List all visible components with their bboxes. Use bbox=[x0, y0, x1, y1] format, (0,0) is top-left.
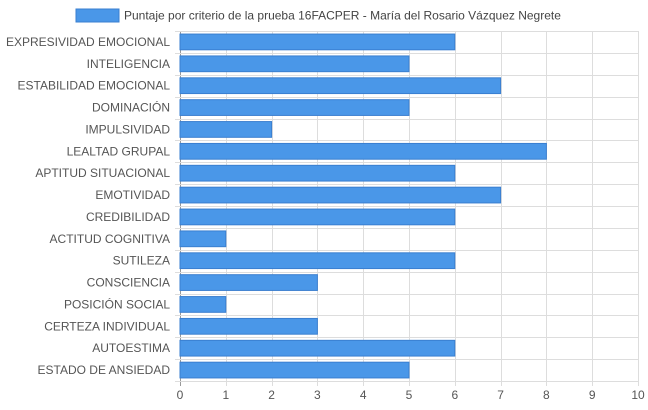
bars-layer bbox=[179, 33, 547, 379]
x-tick-label: 5 bbox=[406, 388, 413, 402]
category-label: AUTOESTIMA bbox=[92, 341, 170, 355]
x-tick-label: 4 bbox=[360, 388, 367, 402]
x-tick-label: 7 bbox=[497, 388, 504, 402]
category-label: CERTEZA INDIVIDUAL bbox=[44, 319, 170, 333]
category-label: DOMINACIÓN bbox=[92, 100, 170, 115]
x-tick-label: 3 bbox=[314, 388, 321, 402]
category-label: INTELIGENCIA bbox=[87, 57, 170, 71]
category-label: EMOTIVIDAD bbox=[95, 188, 170, 202]
bar[interactable] bbox=[179, 252, 456, 270]
category-labels: EXPRESIVIDAD EMOCIONAL INTELIGENCIA ESTABI… bbox=[6, 35, 170, 377]
x-tick-label: 6 bbox=[451, 388, 458, 402]
x-tick-label: 0 bbox=[177, 388, 184, 402]
category-label: ESTABILIDAD EMOCIONAL bbox=[18, 79, 171, 93]
legend-swatch[interactable] bbox=[75, 8, 120, 23]
bar[interactable] bbox=[179, 274, 318, 291]
bar[interactable] bbox=[179, 77, 502, 95]
bar[interactable] bbox=[179, 121, 273, 138]
category-label: ACTITUD COGNITIVA bbox=[50, 232, 170, 246]
bar[interactable] bbox=[179, 142, 547, 160]
bar[interactable] bbox=[179, 186, 502, 204]
bar[interactable] bbox=[179, 230, 227, 248]
category-label: CREDIBILIDAD bbox=[86, 210, 170, 224]
category-label: CONSCIENCIA bbox=[87, 276, 170, 290]
bar[interactable] bbox=[179, 361, 410, 379]
bar[interactable] bbox=[179, 55, 410, 73]
x-tick-label: 10 bbox=[631, 388, 645, 402]
bar[interactable] bbox=[179, 339, 456, 357]
category-label: IMPULSIVIDAD bbox=[85, 122, 170, 136]
category-label: SUTILEZA bbox=[113, 254, 170, 268]
category-label: APTITUD SITUACIONAL bbox=[35, 166, 170, 180]
category-label: ESTADO DE ANSIEDAD bbox=[38, 363, 171, 377]
bar[interactable] bbox=[179, 99, 410, 116]
bar[interactable] bbox=[179, 317, 318, 335]
x-tick-label: 9 bbox=[589, 388, 596, 402]
bar[interactable] bbox=[179, 164, 456, 182]
x-tick-label: 1 bbox=[222, 388, 229, 402]
bar[interactable] bbox=[179, 208, 456, 226]
legend-label[interactable]: Puntaje por criterio de la prueba 16FACP… bbox=[124, 9, 561, 23]
x-axis-ticks: 0 1 2 3 4 5 6 7 8 9 10 bbox=[177, 388, 645, 402]
bar[interactable] bbox=[179, 296, 227, 313]
x-tick-label: 2 bbox=[268, 388, 275, 402]
category-label: EXPRESIVIDAD EMOCIONAL bbox=[6, 35, 170, 49]
bar[interactable] bbox=[179, 33, 456, 51]
legend[interactable]: Puntaje por criterio de la prueba 16FACP… bbox=[75, 8, 561, 23]
x-tick-label: 8 bbox=[543, 388, 550, 402]
category-label: POSICIÓN SOCIAL bbox=[64, 296, 170, 311]
category-label: LEALTAD GRUPAL bbox=[67, 144, 171, 158]
